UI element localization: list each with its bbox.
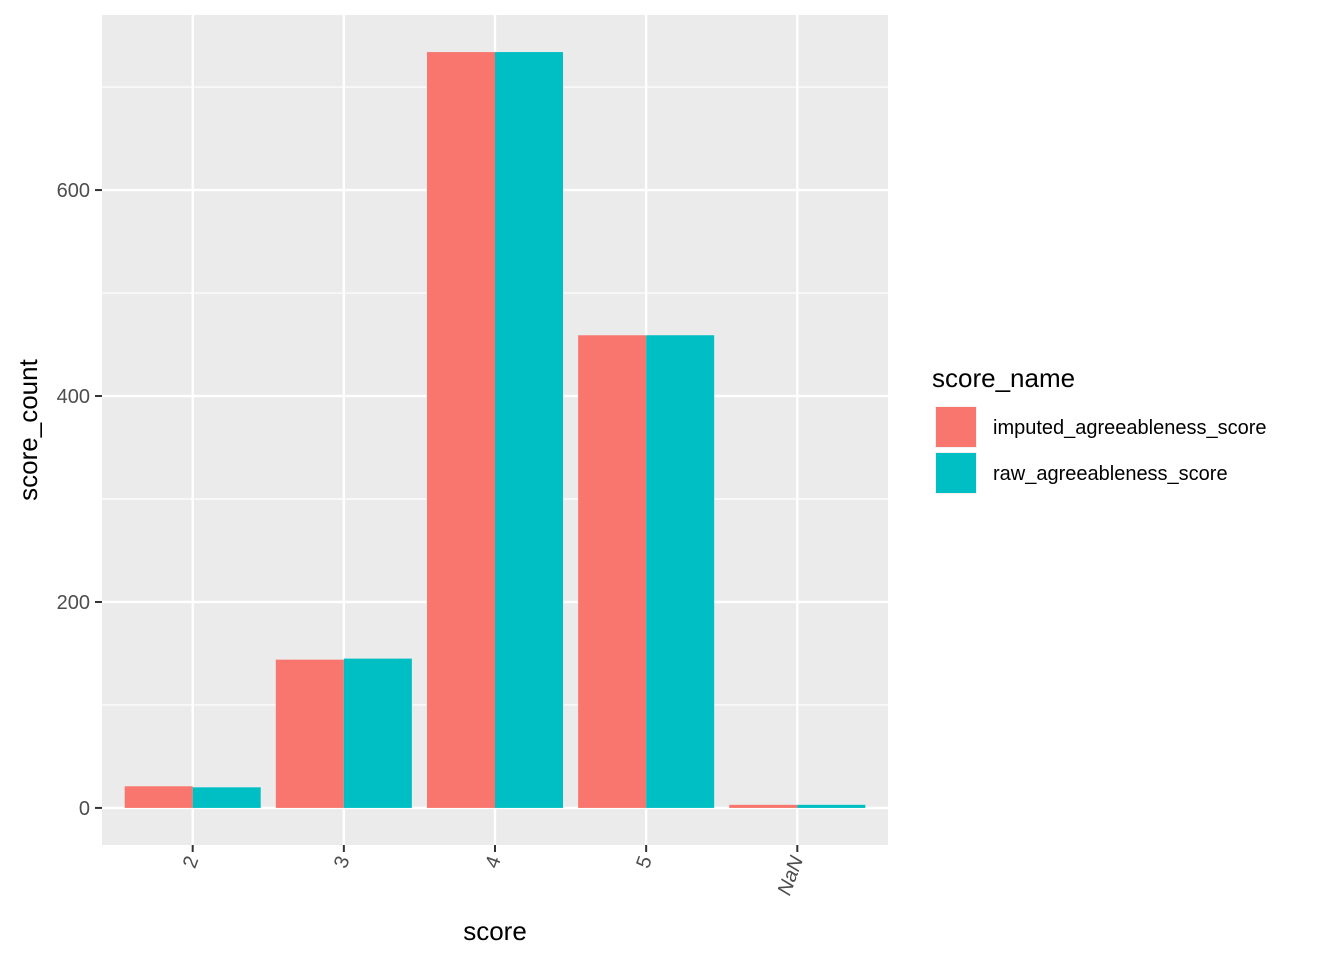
legend-label: raw_agreeableness_score xyxy=(993,463,1228,485)
bars xyxy=(124,52,866,808)
x-axis-title: score xyxy=(463,916,527,946)
legend-title: score_name xyxy=(932,363,1075,393)
bar-raw_agreeableness_score-2 xyxy=(192,787,261,808)
legend-key-swatch xyxy=(936,407,976,447)
x-tick-label: NaN xyxy=(774,853,809,899)
y-tick-label: 0 xyxy=(79,798,90,820)
x-tick-label: 5 xyxy=(632,853,656,871)
legend-label: imputed_agreeableness_score xyxy=(993,417,1267,439)
bar-imputed_agreeableness_score-2 xyxy=(124,786,193,808)
bar-imputed_agreeableness_score-NaN xyxy=(729,804,798,808)
y-axis: 0 200 400 600 xyxy=(57,180,102,820)
bar-raw_agreeableness_score-5 xyxy=(646,335,715,808)
bar-imputed_agreeableness_score-4 xyxy=(426,52,495,808)
bar-imputed_agreeableness_score-5 xyxy=(578,335,647,808)
y-tick-label: 200 xyxy=(57,592,90,614)
bar-imputed_agreeableness_score-3 xyxy=(275,659,344,808)
x-tick-label: 2 xyxy=(179,853,203,871)
bar-raw_agreeableness_score-NaN xyxy=(797,804,866,808)
legend-key-swatch xyxy=(936,453,976,493)
x-axis: 2 3 4 5 NaN xyxy=(179,845,808,898)
y-tick-label: 600 xyxy=(57,180,90,202)
bar-raw_agreeableness_score-4 xyxy=(495,52,564,808)
y-axis-title: score_count xyxy=(13,358,43,500)
legend: score_name imputed_agreeableness_scorera… xyxy=(932,363,1267,494)
x-tick-label: 4 xyxy=(481,853,505,871)
y-tick-label: 400 xyxy=(57,386,90,408)
x-tick-label: 3 xyxy=(330,853,354,871)
bar-raw_agreeableness_score-3 xyxy=(343,658,412,808)
